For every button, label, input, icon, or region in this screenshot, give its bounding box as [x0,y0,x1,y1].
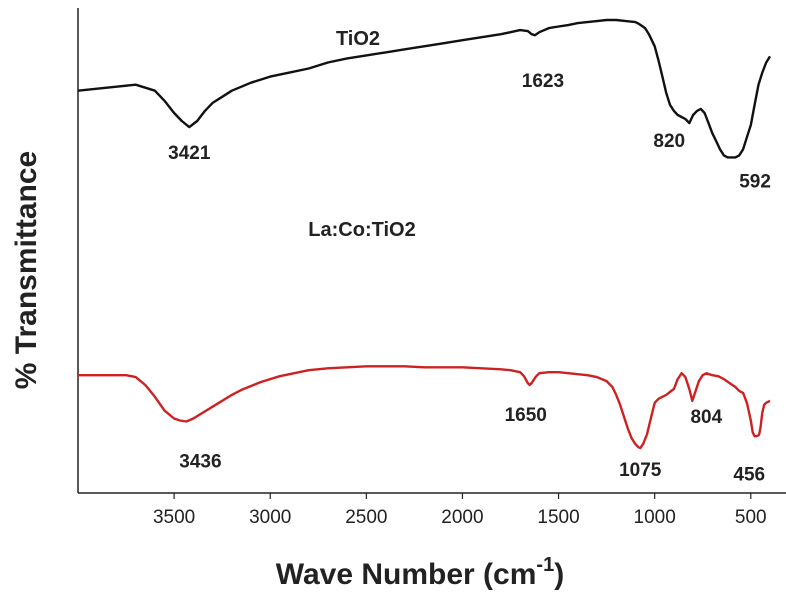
annotation-layer: TiO2 La:Co:TiO2 3421 1623 820 592 3436 1650 804 1… [168,28,771,485]
x-axis-title-superscript: -1 [536,554,554,576]
x-tick-label: 500 [735,507,767,528]
x-tick-label: 1500 [537,507,579,528]
x-axis-title: Wave Number (cm-1) [276,554,564,591]
x-tick-label: 1000 [634,507,676,528]
series-label: La:Co:TiO2 [308,219,415,241]
x-tick-label: 2000 [441,507,483,528]
peak-label: 820 [653,131,685,152]
peak-label: 1623 [522,71,564,92]
peak-label: 3436 [179,451,221,472]
x-axis-ticks: 3500 3000 2500 2000 1500 1000 500 [153,493,767,528]
x-tick-label: 3000 [249,507,291,528]
series-label: TiO2 [336,28,380,50]
series-line-0 [77,18,772,159]
x-tick-label: 2500 [345,507,387,528]
peak-label: 1075 [619,460,662,481]
peak-label: 456 [733,464,765,485]
peak-label: 804 [690,407,722,428]
series-layer [77,18,772,450]
peak-label: 1650 [505,405,547,426]
peak-label: 3421 [168,143,211,164]
series-line-1 [78,365,771,450]
x-axis-title-main: Wave Number (cm [276,558,537,591]
y-axis-title: % Transmittance [10,151,43,389]
peak-label: 592 [739,171,771,192]
x-axis-title-suffix: ) [554,558,564,591]
plot-frame [77,8,786,494]
x-tick-label: 3500 [153,507,195,528]
